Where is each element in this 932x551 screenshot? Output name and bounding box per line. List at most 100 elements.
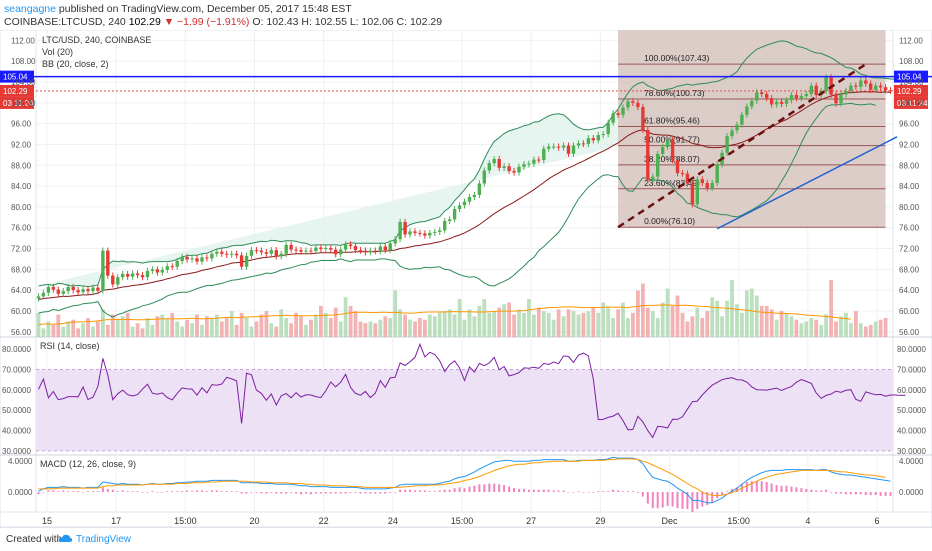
volume-bar bbox=[214, 314, 219, 337]
candle-body bbox=[864, 80, 868, 84]
candle-body bbox=[121, 274, 125, 278]
candle-body bbox=[140, 275, 145, 278]
volume-bar bbox=[51, 324, 56, 337]
chart-area[interactable]: 100.00%(107.43) 78.60%(100.73) 61.80%(95.4… bbox=[0, 30, 932, 527]
candle-body bbox=[205, 257, 209, 259]
rsi-pane-title: RSI (14, close) bbox=[40, 341, 100, 351]
macd-histogram-bar bbox=[468, 486, 471, 492]
macd-histogram-bar bbox=[557, 490, 560, 492]
price-axis-label-left: 96.00 bbox=[11, 120, 32, 129]
candle-body bbox=[755, 92, 759, 101]
candle-body bbox=[66, 287, 70, 292]
candle-body bbox=[735, 124, 739, 131]
volume-bar bbox=[502, 304, 506, 337]
macd-histogram-bar bbox=[879, 492, 882, 496]
macd-histogram-bar bbox=[215, 490, 218, 492]
volume-bar bbox=[393, 290, 398, 337]
volume-bar bbox=[175, 321, 180, 337]
volume-bar bbox=[254, 321, 259, 337]
candle-body bbox=[358, 250, 363, 252]
macd-histogram-bar bbox=[82, 492, 85, 493]
macd-histogram-bar bbox=[201, 490, 203, 492]
volume-bar bbox=[244, 318, 249, 337]
x-tick-label: 4 bbox=[805, 516, 810, 526]
candle-body bbox=[170, 266, 174, 268]
macd-histogram-bar bbox=[458, 487, 461, 492]
candle-body bbox=[339, 249, 343, 255]
macd-histogram-bar bbox=[825, 489, 828, 492]
volume-bar bbox=[289, 323, 293, 337]
volume-bar bbox=[378, 319, 383, 337]
macd-histogram-bar bbox=[101, 487, 104, 492]
author-link[interactable]: seangagne bbox=[4, 3, 56, 15]
volume-bar bbox=[834, 321, 838, 337]
volume-bar bbox=[86, 318, 90, 337]
volume-bar bbox=[546, 312, 551, 337]
macd-histogram-bar bbox=[67, 491, 70, 492]
volume-bar bbox=[249, 326, 254, 337]
macd-histogram-bar bbox=[572, 492, 575, 493]
candle-body bbox=[834, 94, 838, 104]
macd-histogram-bar bbox=[597, 491, 600, 492]
macd-histogram-bar bbox=[815, 490, 818, 492]
macd-axis-label-right: 4.0000 bbox=[899, 457, 924, 466]
volume-bar bbox=[878, 319, 883, 337]
macd-histogram-bar bbox=[577, 491, 580, 492]
macd-histogram-bar bbox=[552, 490, 555, 492]
fib-retracement[interactable]: 100.00%(107.43) 78.60%(100.73) 61.80%(95.4… bbox=[618, 30, 886, 228]
volume-bar bbox=[720, 316, 724, 337]
volume-bar bbox=[695, 307, 700, 337]
last-price-tag-right-bg bbox=[894, 84, 928, 97]
price-axis-label-left: 112.00 bbox=[11, 36, 35, 45]
drawings[interactable]: 105.04 105.04 102.29 102.29 03:11:24 03:11:24 bbox=[0, 63, 932, 230]
candle-body bbox=[606, 122, 610, 134]
macd-histogram-bar bbox=[785, 485, 788, 492]
macd-histogram-bar bbox=[835, 492, 837, 494]
volume-bar bbox=[522, 312, 526, 337]
rsi-axis-label-right: 30.0000 bbox=[897, 447, 926, 456]
volume-bar bbox=[497, 307, 502, 337]
volume-bar bbox=[66, 321, 71, 337]
candle-body bbox=[274, 250, 278, 257]
candle-body bbox=[512, 171, 516, 173]
rsi-axis-label-left: 30.0000 bbox=[2, 447, 31, 456]
hline-price-tag-left-bg bbox=[0, 70, 34, 83]
volume-bar bbox=[418, 318, 422, 337]
volume-bar bbox=[715, 300, 720, 337]
macd-histogram-bar bbox=[344, 492, 347, 494]
macd-histogram-bar bbox=[339, 492, 342, 494]
macd-histogram-bar bbox=[230, 491, 233, 492]
volume-bar bbox=[601, 302, 606, 337]
volume-bar bbox=[626, 318, 630, 337]
macd-histogram-bar bbox=[399, 489, 402, 492]
candle-body bbox=[249, 250, 254, 256]
tradingview-link[interactable]: TradingView bbox=[76, 534, 132, 545]
volume-bar bbox=[839, 316, 843, 337]
macd-histogram-bar bbox=[488, 483, 491, 492]
macd-histogram-bar bbox=[686, 492, 689, 509]
candle-body bbox=[626, 101, 630, 108]
volume-bar bbox=[551, 319, 556, 337]
macd-histogram-bar bbox=[745, 482, 748, 492]
candle-body bbox=[878, 85, 883, 88]
candle-body bbox=[314, 247, 318, 252]
volume-bar bbox=[655, 318, 660, 337]
candle-body bbox=[284, 244, 288, 254]
macd-histogram-bar bbox=[364, 492, 367, 494]
candle-body bbox=[56, 289, 60, 294]
candle-body bbox=[814, 85, 818, 96]
volume-bar bbox=[338, 321, 343, 337]
candle-body bbox=[740, 114, 744, 125]
created-with-label: Created with bbox=[6, 534, 63, 545]
candle-body bbox=[71, 287, 75, 291]
price-axis-label-right: 104.00 bbox=[899, 78, 924, 87]
macd-histogram-bar bbox=[255, 492, 258, 493]
candle-body bbox=[646, 129, 650, 180]
volume-bar bbox=[735, 304, 739, 337]
bollinger-indicator-label: BB (20, close, 2) bbox=[42, 59, 109, 69]
candle-body bbox=[745, 106, 749, 115]
volume-bar bbox=[512, 314, 516, 337]
macd-histogram-bar bbox=[765, 482, 768, 492]
volume-bar bbox=[323, 312, 328, 337]
candle-body bbox=[413, 231, 417, 233]
